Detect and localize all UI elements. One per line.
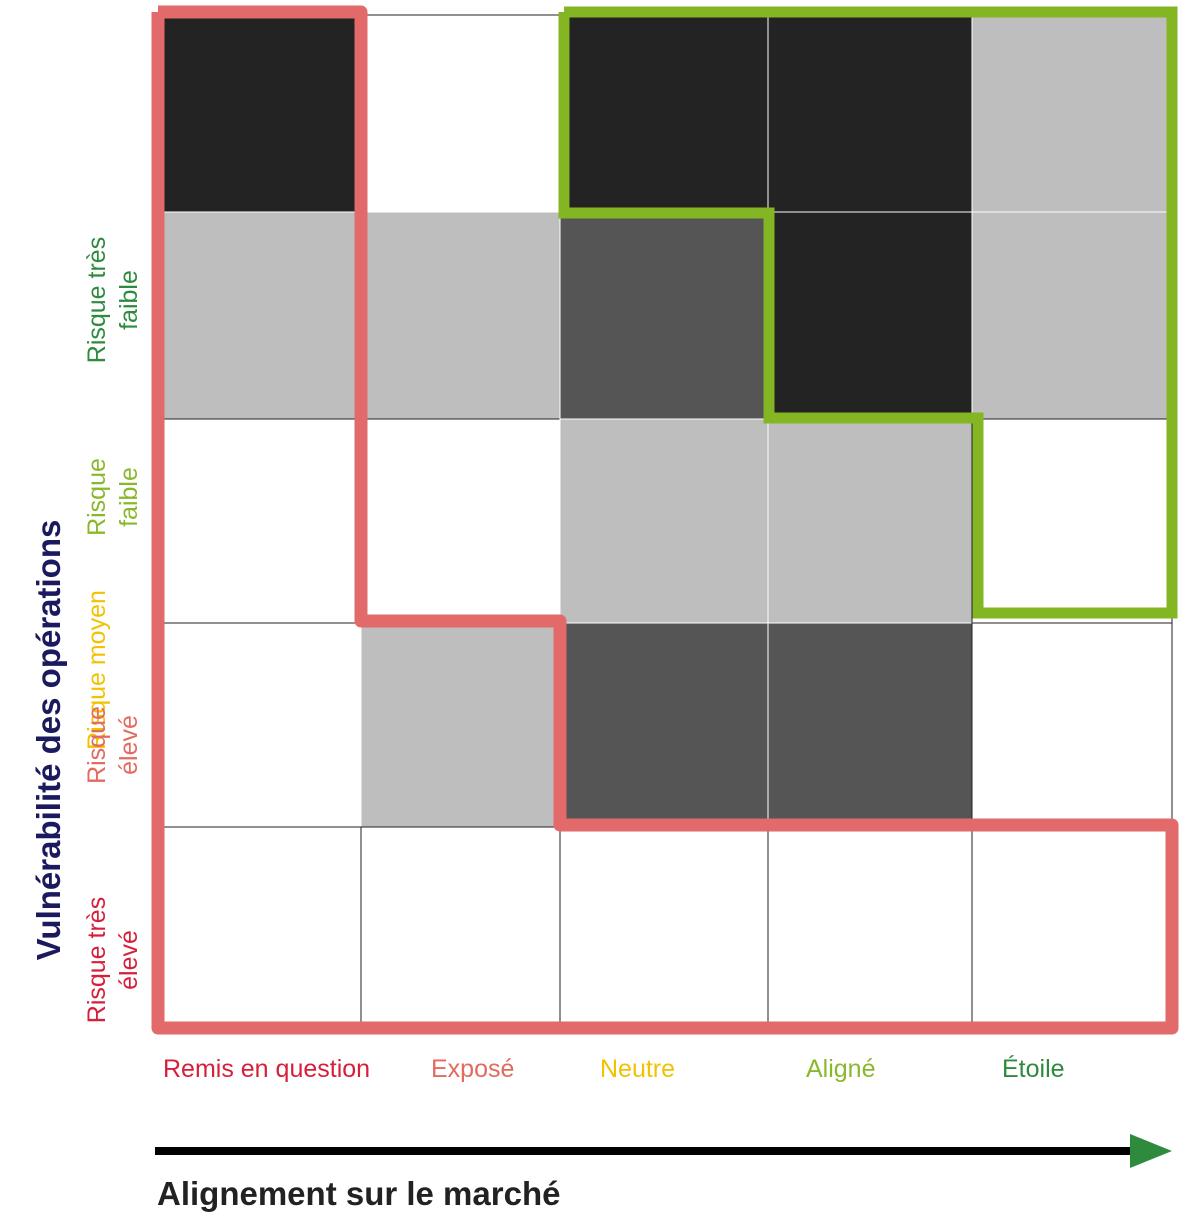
matrix-cell-r5-c5 <box>971 826 1173 1026</box>
row-label-1: Risque très faible <box>83 236 143 364</box>
y-axis-title: Vulnérabilité des opérations <box>30 519 67 961</box>
matrix-cell-r1-c4 <box>767 14 973 213</box>
column-label-4: Aligné <box>806 1055 876 1083</box>
matrix-cell-r5-c3 <box>559 826 769 1026</box>
matrix-cell-r1-c1 <box>162 14 362 213</box>
matrix-cell-r5-c1 <box>162 826 362 1026</box>
matrix-cell-r3-c4 <box>767 418 973 624</box>
column-label-5: Étoile <box>1002 1055 1065 1083</box>
matrix-cell-r2-c3 <box>559 211 769 420</box>
matrix-cell-r3-c2 <box>360 418 561 624</box>
red-zone-outline <box>151 5 1179 1035</box>
matrix-cell-r2-c5 <box>971 211 1173 420</box>
matrix-cell-r3-c3 <box>559 418 769 624</box>
matrix-cell-r3-c1 <box>162 418 362 624</box>
row-label-2: Risque faible <box>83 458 143 536</box>
matrix-cell-r1-c3 <box>559 14 769 213</box>
green-zone-outline <box>558 6 1178 619</box>
matrix-cell-r4-c1 <box>162 622 362 828</box>
matrix-cell-r4-c3 <box>559 622 769 828</box>
matrix-cell-r4-c4 <box>767 622 973 828</box>
matrix-cell-r3-c5 <box>971 418 1173 624</box>
matrix-cell-r1-c5 <box>971 14 1173 213</box>
matrix-cells <box>162 14 1173 1026</box>
column-label-3: Neutre <box>600 1055 676 1083</box>
matrix-cell-r5-c2 <box>360 826 561 1026</box>
matrix-cell-r2-c4 <box>767 211 973 420</box>
matrix-cell-r2-c2 <box>360 211 561 420</box>
matrix-cell-r1-c2 <box>360 14 561 213</box>
matrix-cell-r5-c4 <box>767 826 973 1026</box>
row-label-4: Risque élevé <box>83 706 143 784</box>
x-axis-title: Alignement sur le marché <box>157 1175 561 1212</box>
matrix-cell-r4-c2 <box>360 622 561 828</box>
matrix-cell-r4-c5 <box>971 622 1173 828</box>
row-label-5: Risque très élevé <box>83 896 143 1024</box>
matrix-cell-r2-c1 <box>162 211 362 420</box>
column-label-1: Remis en question <box>163 1055 371 1083</box>
x-axis-arrow-head <box>1130 1134 1172 1168</box>
column-label-2: Exposé <box>431 1055 515 1083</box>
